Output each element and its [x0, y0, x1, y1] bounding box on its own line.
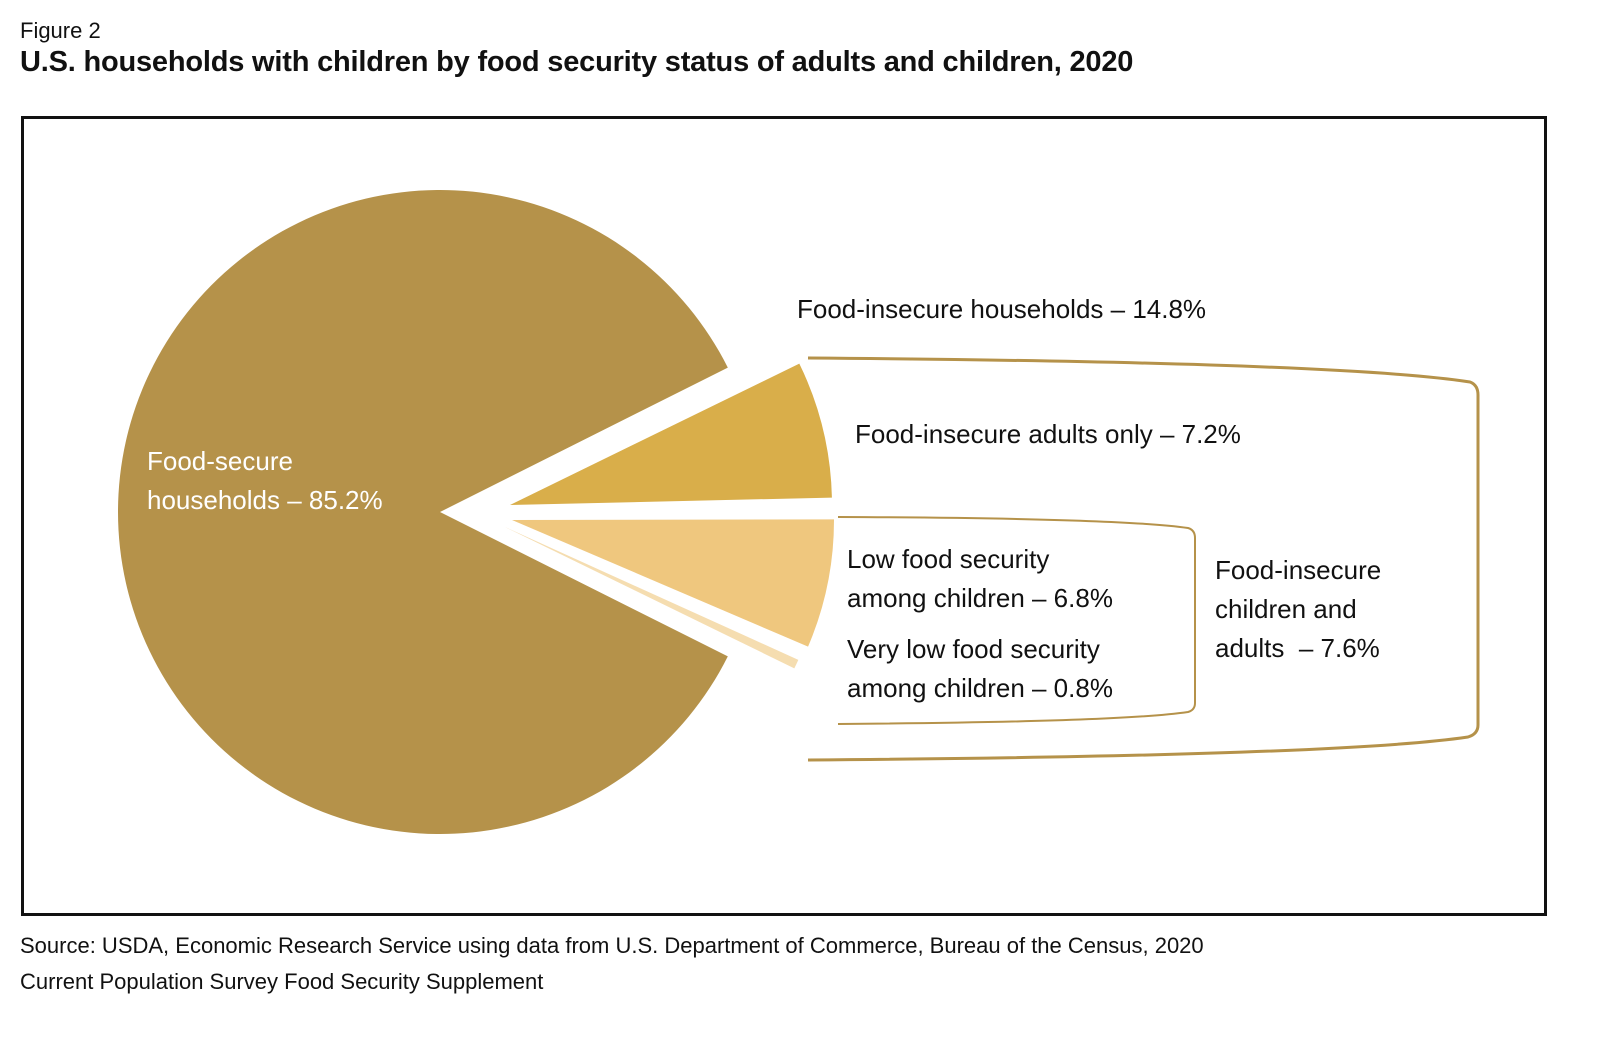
chart-frame: [21, 116, 1547, 916]
slice-adults-only: [510, 363, 832, 505]
label-line: among children – 0.8%: [847, 673, 1113, 703]
source-note-line-2: Current Population Survey Food Security …: [20, 969, 544, 994]
label-very-low-food-security-children: Very low food security among children – …: [847, 630, 1113, 708]
label-line: Food-secure: [147, 446, 293, 476]
label-line: households – 85.2%: [147, 485, 383, 515]
label-adults-only: Food-insecure adults only – 7.2%: [855, 419, 1241, 449]
label-food-insecure-households: Food-insecure households – 14.8%: [797, 294, 1207, 324]
slice-low-food-security-children: [512, 519, 834, 647]
figure-label: Figure 2: [20, 18, 101, 43]
label-children-and-adults: Food-insecure children and adults – 7.6%: [1215, 551, 1381, 668]
chart-title: U.S. households with children by food se…: [20, 46, 1134, 78]
slice-very-low-food-security-children: [505, 527, 799, 669]
label-line: children and: [1215, 594, 1357, 624]
label-line: Low food security: [847, 544, 1050, 574]
label-line: Food-insecure: [1215, 555, 1382, 585]
source-note-line-1: Source: USDA, Economic Research Service …: [20, 933, 1204, 958]
label-low-food-security-children: Low food security among children – 6.8%: [847, 540, 1113, 618]
bracket-food-insecure-households: [807, 356, 1480, 762]
label-line: Very low food security: [847, 634, 1100, 664]
slice-food-secure: [118, 189, 728, 834]
label-line: among children – 6.8%: [847, 583, 1113, 613]
bracket-children-and-adults: [837, 516, 1196, 725]
label-line: adults – 7.6%: [1215, 633, 1380, 663]
label-food-secure: Food-secure households – 85.2%: [147, 442, 383, 520]
